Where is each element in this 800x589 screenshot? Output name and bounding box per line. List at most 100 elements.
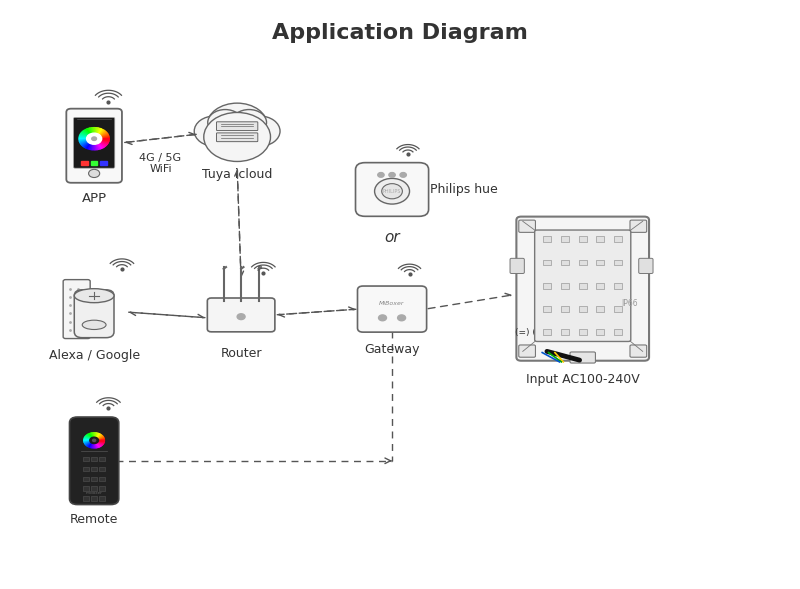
- Circle shape: [194, 116, 235, 146]
- Polygon shape: [82, 139, 94, 146]
- Polygon shape: [86, 435, 94, 441]
- Polygon shape: [84, 130, 94, 139]
- Text: Gateway: Gateway: [364, 343, 420, 356]
- Polygon shape: [94, 133, 108, 139]
- Polygon shape: [86, 441, 94, 446]
- Polygon shape: [85, 441, 94, 445]
- Polygon shape: [94, 441, 104, 444]
- Circle shape: [204, 112, 270, 161]
- Bar: [614, 283, 622, 289]
- Polygon shape: [81, 139, 94, 145]
- Bar: [83, 487, 90, 491]
- Polygon shape: [91, 128, 94, 139]
- Polygon shape: [84, 441, 94, 442]
- Bar: [99, 477, 106, 481]
- Bar: [83, 456, 90, 461]
- Bar: [578, 236, 586, 242]
- Bar: [578, 306, 586, 312]
- Bar: [91, 487, 98, 491]
- FancyBboxPatch shape: [534, 230, 630, 342]
- Polygon shape: [82, 131, 94, 139]
- Text: IP66: IP66: [622, 299, 638, 307]
- Bar: [597, 283, 604, 289]
- Text: Remote: Remote: [70, 513, 118, 527]
- Bar: [578, 283, 586, 289]
- Polygon shape: [94, 441, 98, 448]
- Circle shape: [389, 173, 395, 177]
- Polygon shape: [88, 434, 94, 441]
- Bar: [561, 329, 569, 335]
- Polygon shape: [94, 134, 109, 139]
- Polygon shape: [94, 128, 99, 139]
- Text: Tuya icloud: Tuya icloud: [202, 168, 272, 181]
- Bar: [99, 466, 106, 471]
- Polygon shape: [84, 139, 94, 148]
- Bar: [99, 487, 106, 491]
- Polygon shape: [91, 441, 94, 448]
- Polygon shape: [83, 131, 94, 139]
- FancyBboxPatch shape: [70, 417, 118, 505]
- Circle shape: [237, 314, 245, 320]
- Polygon shape: [94, 434, 102, 441]
- Polygon shape: [94, 139, 109, 142]
- Polygon shape: [94, 441, 99, 448]
- Polygon shape: [79, 139, 94, 140]
- Ellipse shape: [74, 289, 114, 303]
- Text: Alexa / Google: Alexa / Google: [49, 349, 140, 362]
- Text: or: or: [384, 230, 400, 245]
- Polygon shape: [94, 139, 99, 150]
- Bar: [561, 236, 569, 242]
- Polygon shape: [94, 438, 104, 441]
- Circle shape: [231, 110, 266, 135]
- Polygon shape: [94, 128, 102, 139]
- Bar: [543, 260, 551, 266]
- Polygon shape: [94, 131, 106, 139]
- Bar: [578, 329, 586, 335]
- Polygon shape: [94, 139, 108, 144]
- Circle shape: [86, 133, 102, 144]
- Polygon shape: [84, 438, 94, 441]
- Polygon shape: [94, 128, 100, 139]
- FancyBboxPatch shape: [217, 122, 258, 131]
- Polygon shape: [94, 436, 104, 441]
- Bar: [578, 260, 586, 266]
- Circle shape: [207, 103, 267, 147]
- Bar: [91, 497, 98, 501]
- Polygon shape: [85, 436, 94, 441]
- FancyBboxPatch shape: [518, 345, 535, 357]
- Polygon shape: [87, 434, 94, 441]
- Bar: [561, 283, 569, 289]
- Bar: [99, 456, 106, 461]
- Polygon shape: [88, 139, 94, 149]
- Polygon shape: [84, 439, 94, 441]
- Bar: [597, 236, 604, 242]
- Circle shape: [382, 184, 402, 199]
- Polygon shape: [84, 441, 94, 444]
- Polygon shape: [88, 128, 94, 139]
- FancyBboxPatch shape: [355, 163, 429, 216]
- Polygon shape: [94, 139, 106, 147]
- Polygon shape: [94, 132, 107, 139]
- Bar: [91, 456, 98, 461]
- Polygon shape: [94, 139, 102, 149]
- Polygon shape: [80, 134, 94, 139]
- Bar: [614, 306, 622, 312]
- Polygon shape: [94, 138, 110, 139]
- Circle shape: [93, 439, 96, 442]
- Polygon shape: [94, 433, 97, 441]
- Polygon shape: [86, 128, 94, 139]
- Polygon shape: [80, 133, 94, 139]
- Polygon shape: [94, 139, 109, 143]
- Text: Router: Router: [220, 347, 262, 360]
- Polygon shape: [90, 139, 94, 150]
- FancyBboxPatch shape: [63, 280, 90, 339]
- Polygon shape: [94, 441, 104, 444]
- Polygon shape: [94, 139, 100, 149]
- FancyBboxPatch shape: [74, 117, 114, 168]
- Polygon shape: [86, 139, 94, 149]
- Bar: [91, 466, 98, 471]
- Bar: [83, 466, 90, 471]
- Polygon shape: [81, 132, 94, 139]
- FancyBboxPatch shape: [358, 286, 426, 332]
- Bar: [91, 161, 98, 165]
